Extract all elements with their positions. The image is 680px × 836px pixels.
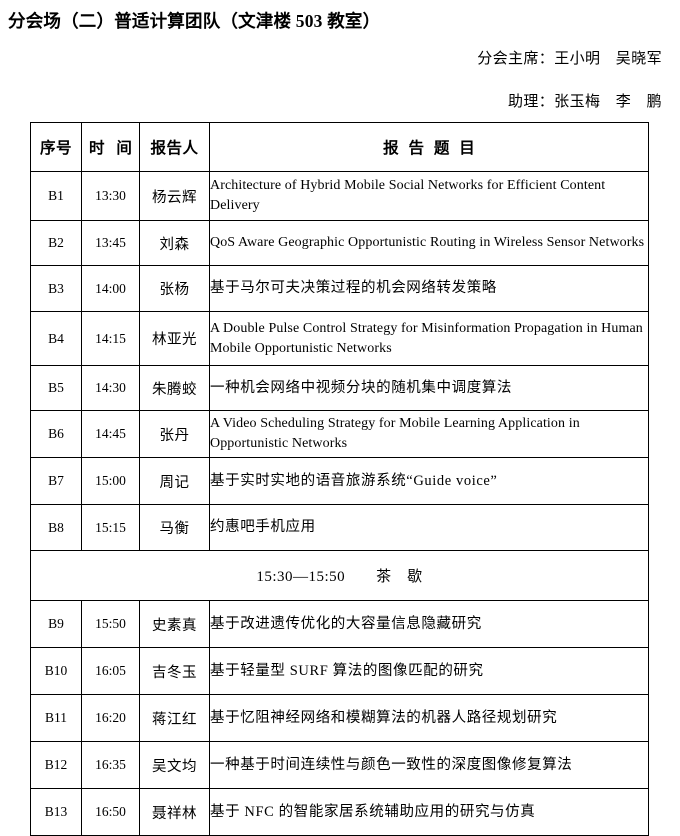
column-header-title: 报 告 题 目 (209, 122, 649, 172)
table-row: B11 16:20 蒋江红 基于忆阻神经网络和模糊算法的机器人路径规划研究 (30, 694, 649, 742)
cell-no: B10 (30, 647, 82, 695)
cell-speaker: 张丹 (139, 410, 210, 458)
cell-time: 14:45 (81, 410, 140, 458)
table-row: B10 16:05 吉冬玉 基于轻量型 SURF 算法的图像匹配的研究 (30, 647, 649, 695)
cell-title: 基于轻量型 SURF 算法的图像匹配的研究 (209, 647, 649, 695)
column-header-no: 序号 (30, 122, 82, 172)
cell-no: B4 (30, 311, 82, 366)
session-chair-line: 分会主席：王小明 吴晓军 (477, 51, 662, 67)
cell-no: B12 (30, 741, 82, 789)
cell-speaker: 周记 (139, 457, 210, 505)
cell-no: B3 (30, 265, 82, 312)
cell-speaker: 朱腾蛟 (139, 365, 210, 411)
cell-speaker: 聂祥林 (139, 788, 210, 836)
cell-title: 基于改进遗传优化的大容量信息隐藏研究 (209, 600, 649, 648)
cell-no: B8 (30, 504, 82, 551)
cell-no: B13 (30, 788, 82, 836)
cell-time: 16:20 (81, 694, 140, 742)
table-row: B4 14:15 林亚光 A Double Pulse Control Strateg… (30, 311, 649, 366)
tea-break-label: 15:30—15:50 茶 歇 (30, 550, 649, 601)
table-row: B6 14:45 张丹 A Video Scheduling Strategy for… (30, 410, 649, 458)
cell-title: 一种机会网络中视频分块的随机集中调度算法 (209, 365, 649, 411)
cell-title: A Double Pulse Control Strategy for Misi… (209, 311, 649, 366)
cell-time: 15:50 (81, 600, 140, 648)
cell-speaker: 吴文均 (139, 741, 210, 789)
cell-title: 一种基于时间连续性与颜色一致性的深度图像修复算法 (209, 741, 649, 789)
cell-time: 16:05 (81, 647, 140, 695)
table-row: B3 14:00 张杨 基于马尔可夫决策过程的机会网络转发策略 (30, 265, 649, 312)
cell-speaker: 吉冬玉 (139, 647, 210, 695)
cell-no: B6 (30, 410, 82, 458)
cell-time: 13:45 (81, 220, 140, 266)
cell-no: B7 (30, 457, 82, 505)
cell-title: 约惠吧手机应用 (209, 504, 649, 551)
cell-no: B1 (30, 171, 82, 221)
cell-time: 16:50 (81, 788, 140, 836)
cell-speaker: 张杨 (139, 265, 210, 312)
cell-title: QoS Aware Geographic Opportunistic Routi… (209, 220, 649, 266)
schedule-table: 序号 时 间 报告人 报 告 题 目 B1 13:30 杨云辉 Architectur… (30, 122, 649, 836)
cell-time: 15:15 (81, 504, 140, 551)
table-row: B1 13:30 杨云辉 Architecture of Hybrid Mobile … (30, 171, 649, 221)
table-row: B9 15:50 史素真 基于改进遗传优化的大容量信息隐藏研究 (30, 600, 649, 648)
cell-speaker: 杨云辉 (139, 171, 210, 221)
cell-time: 14:15 (81, 311, 140, 366)
cell-time: 16:35 (81, 741, 140, 789)
table-row: B8 15:15 马衡 约惠吧手机应用 (30, 504, 649, 551)
table-row: B7 15:00 周记 基于实时实地的语音旅游系统“Guide voice” (30, 457, 649, 505)
cell-speaker: 马衡 (139, 504, 210, 551)
cell-no: B9 (30, 600, 82, 648)
cell-title: 基于实时实地的语音旅游系统“Guide voice” (209, 457, 649, 505)
cell-title: A Video Scheduling Strategy for Mobile L… (209, 410, 649, 458)
session-assistant-line: 助理：张玉梅 李 鹏 (507, 94, 662, 110)
table-row: B5 14:30 朱腾蛟 一种机会网络中视频分块的随机集中调度算法 (30, 365, 649, 411)
table-header-row: 序号 时 间 报告人 报 告 题 目 (30, 122, 649, 172)
schedule-table-body: 序号 时 间 报告人 报 告 题 目 B1 13:30 杨云辉 Architectur… (30, 122, 649, 836)
cell-title: 基于忆阻神经网络和模糊算法的机器人路径规划研究 (209, 694, 649, 742)
cell-no: B11 (30, 694, 82, 742)
tea-break-row: 15:30—15:50 茶 歇 (30, 550, 649, 601)
table-row: B13 16:50 聂祥林 基于 NFC 的智能家居系统辅助应用的研究与仿真 (30, 788, 649, 836)
page-title: 分会场（二）普适计算团队（文津楼 503 教室） (8, 11, 381, 31)
cell-title: 基于 NFC 的智能家居系统辅助应用的研究与仿真 (209, 788, 649, 836)
cell-title: 基于马尔可夫决策过程的机会网络转发策略 (209, 265, 649, 312)
cell-speaker: 史素真 (139, 600, 210, 648)
cell-time: 13:30 (81, 171, 140, 221)
table-row: B12 16:35 吴文均 一种基于时间连续性与颜色一致性的深度图像修复算法 (30, 741, 649, 789)
cell-title: Architecture of Hybrid Mobile Social Net… (209, 171, 649, 221)
table-row: B2 13:45 刘森 QoS Aware Geographic Opportunis… (30, 220, 649, 266)
cell-no: B5 (30, 365, 82, 411)
cell-speaker: 林亚光 (139, 311, 210, 366)
cell-time: 14:30 (81, 365, 140, 411)
cell-time: 14:00 (81, 265, 140, 312)
cell-no: B2 (30, 220, 82, 266)
column-header-speaker: 报告人 (139, 122, 210, 172)
cell-time: 15:00 (81, 457, 140, 505)
column-header-time: 时 间 (81, 122, 140, 172)
cell-speaker: 刘森 (139, 220, 210, 266)
cell-speaker: 蒋江红 (139, 694, 210, 742)
